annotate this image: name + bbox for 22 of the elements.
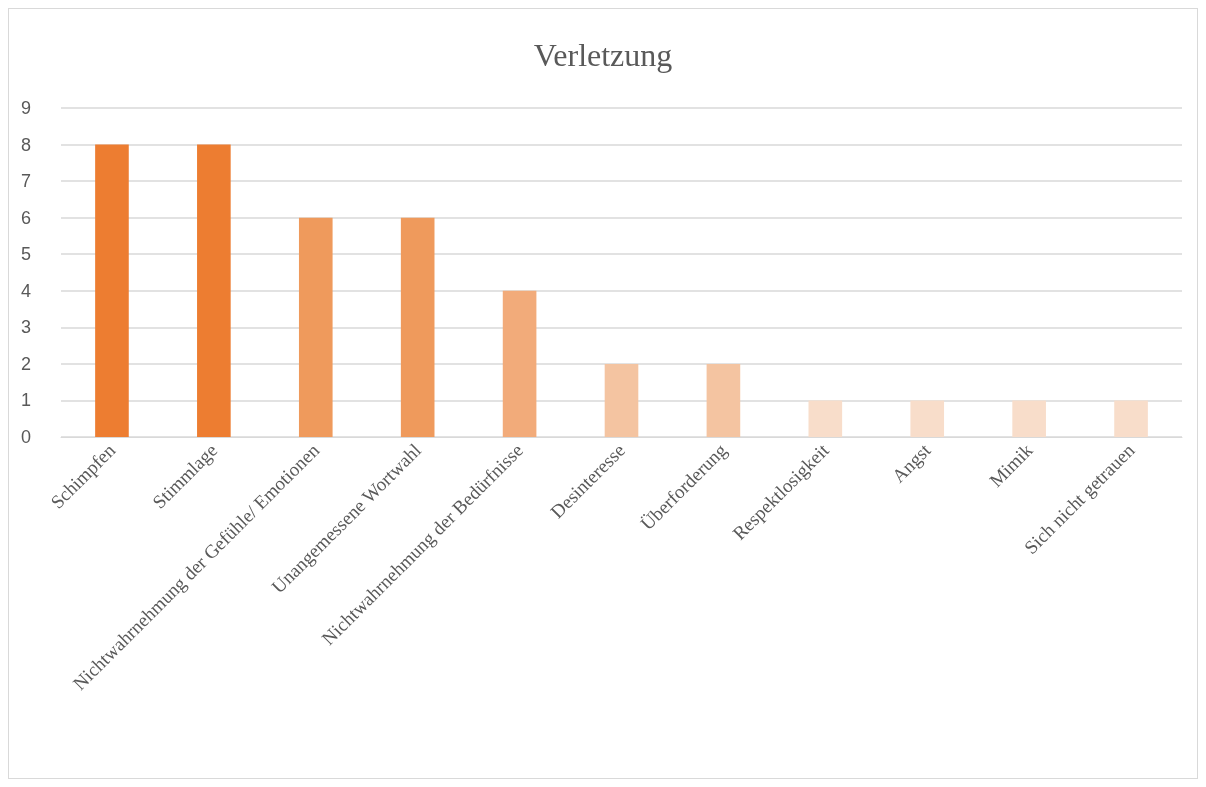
chart-title: Verletzung (533, 37, 673, 73)
bar (95, 144, 129, 437)
y-tick-label: 8 (20, 134, 31, 155)
bar (910, 400, 945, 437)
bar (706, 363, 741, 437)
y-tick-label: 3 (20, 317, 31, 338)
y-tick-label: 6 (20, 207, 31, 228)
bar (1114, 400, 1148, 437)
y-tick-label: 9 (20, 98, 31, 118)
y-tick-label: 2 (20, 353, 31, 374)
bar (298, 217, 333, 437)
y-tick-label: 4 (20, 280, 31, 301)
bar (502, 290, 537, 437)
bar (197, 144, 231, 437)
bar (1012, 400, 1046, 437)
y-tick-label: 1 (20, 390, 31, 411)
y-tick-label: 7 (20, 171, 31, 192)
bar (808, 400, 843, 437)
bar (604, 363, 639, 437)
bar (400, 217, 435, 437)
y-tick-label: 5 (20, 244, 31, 265)
y-tick-label: 0 (20, 427, 31, 447)
